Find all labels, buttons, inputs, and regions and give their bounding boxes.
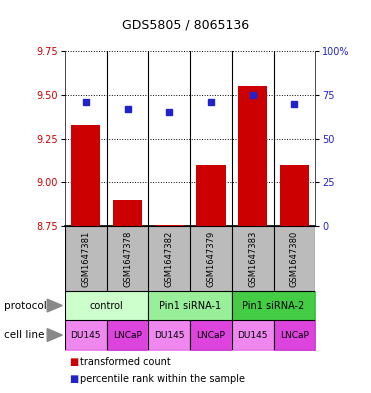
Text: LNCaP: LNCaP <box>113 331 142 340</box>
Text: LNCaP: LNCaP <box>197 331 226 340</box>
Text: GSM1647379: GSM1647379 <box>207 230 216 286</box>
Text: ■: ■ <box>69 374 78 384</box>
Bar <box>238 86 267 226</box>
Bar <box>155 225 184 226</box>
Bar <box>196 165 226 226</box>
Text: DU145: DU145 <box>154 331 184 340</box>
Text: GSM1647380: GSM1647380 <box>290 230 299 286</box>
Text: DU145: DU145 <box>237 331 268 340</box>
Polygon shape <box>47 299 62 312</box>
Text: GSM1647383: GSM1647383 <box>248 230 257 286</box>
Text: percentile rank within the sample: percentile rank within the sample <box>80 374 245 384</box>
Text: GSM1647378: GSM1647378 <box>123 230 132 286</box>
Text: cell line: cell line <box>4 330 44 340</box>
Text: LNCaP: LNCaP <box>280 331 309 340</box>
Text: Pin1 siRNA-1: Pin1 siRNA-1 <box>159 301 221 310</box>
Text: control: control <box>90 301 124 310</box>
Text: ■: ■ <box>69 356 78 367</box>
Text: GDS5805 / 8065136: GDS5805 / 8065136 <box>122 18 249 31</box>
Text: GSM1647381: GSM1647381 <box>81 230 90 286</box>
Text: transformed count: transformed count <box>80 356 171 367</box>
Bar <box>71 125 101 226</box>
Bar <box>113 200 142 226</box>
Text: DU145: DU145 <box>70 331 101 340</box>
Bar <box>280 165 309 226</box>
Text: GSM1647382: GSM1647382 <box>165 230 174 286</box>
Polygon shape <box>47 329 62 342</box>
Text: protocol: protocol <box>4 301 46 310</box>
Text: Pin1 siRNA-2: Pin1 siRNA-2 <box>243 301 305 310</box>
